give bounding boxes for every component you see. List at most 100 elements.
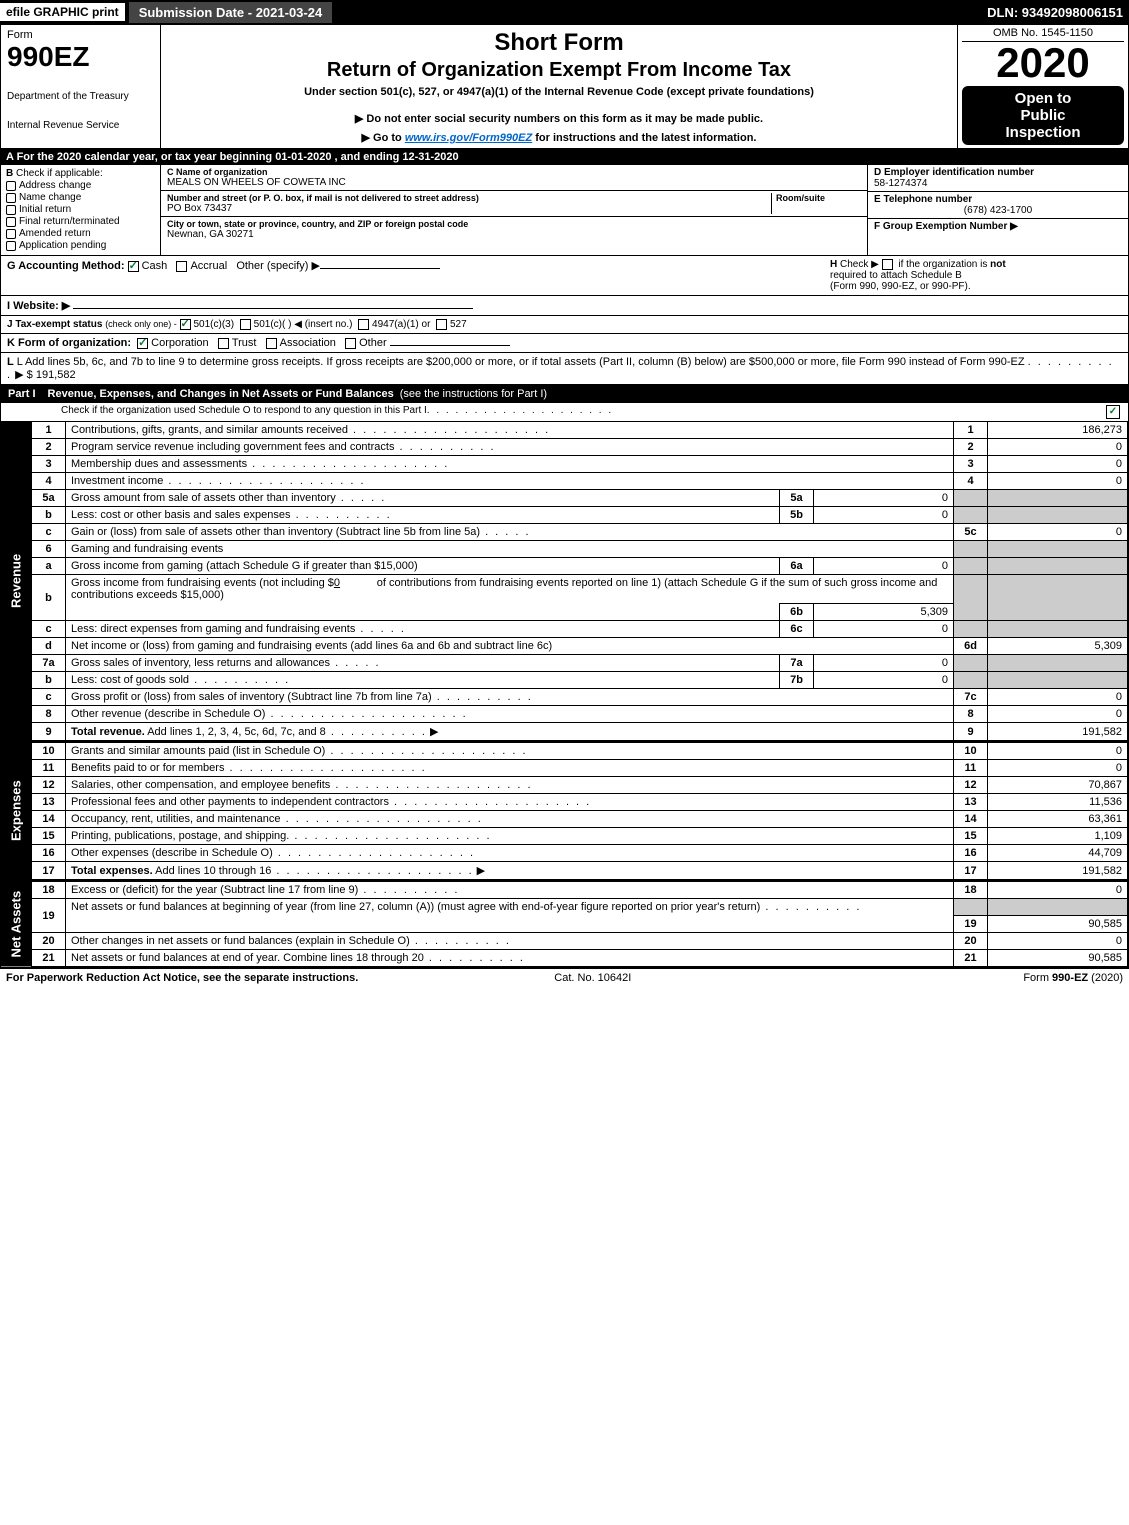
chk-final-return[interactable] bbox=[6, 217, 16, 227]
form-label: Form bbox=[7, 29, 154, 41]
header-left: Form 990EZ Department of the Treasury In… bbox=[1, 25, 161, 148]
part-1-sub: (see the instructions for Part I) bbox=[400, 388, 547, 400]
c-name-label: C Name of organization bbox=[167, 167, 861, 177]
lbl-527: 527 bbox=[450, 319, 467, 330]
i-label: I Website: ▶ bbox=[7, 300, 70, 312]
lbl-application-pending: Application pending bbox=[19, 240, 106, 251]
goto-pre: ▶ Go to bbox=[362, 132, 405, 144]
h-not: not bbox=[990, 259, 1006, 270]
lbl-association: Association bbox=[280, 337, 336, 349]
goto-line: ▶ Go to www.irs.gov/Form990EZ for instru… bbox=[169, 131, 949, 144]
chk-name-change[interactable] bbox=[6, 193, 16, 203]
b-label: B bbox=[6, 168, 13, 179]
chk-501c[interactable] bbox=[240, 319, 251, 330]
chk-amended[interactable] bbox=[6, 229, 16, 239]
table-row: 9Total revenue. Add lines 1, 2, 3, 4, 5c… bbox=[32, 723, 1128, 741]
org-address: PO Box 73437 bbox=[167, 203, 771, 214]
l-text: L Add lines 5b, 6c, and 7b to line 9 to … bbox=[17, 356, 1025, 368]
dln: DLN: 93492098006151 bbox=[987, 5, 1129, 20]
chk-association[interactable] bbox=[266, 338, 277, 349]
table-row: 17Total expenses. Add lines 10 through 1… bbox=[32, 862, 1128, 880]
chk-accrual[interactable] bbox=[176, 261, 187, 272]
open-to-public: Open to Public Inspection bbox=[962, 86, 1124, 145]
chk-trust[interactable] bbox=[218, 338, 229, 349]
l12-desc: Salaries, other compensation, and employ… bbox=[71, 779, 330, 791]
form-header: Form 990EZ Department of the Treasury In… bbox=[0, 24, 1129, 149]
l7b-desc: Less: cost of goods sold bbox=[71, 674, 189, 686]
l21-desc: Net assets or fund balances at end of ye… bbox=[71, 952, 424, 964]
line-h: H Check ▶ if the organization is not req… bbox=[822, 259, 1122, 292]
chk-4947[interactable] bbox=[358, 319, 369, 330]
table-row: 20Other changes in net assets or fund ba… bbox=[32, 932, 1128, 949]
table-row: 8Other revenue (describe in Schedule O)8… bbox=[32, 706, 1128, 723]
page-footer: For Paperwork Reduction Act Notice, see … bbox=[0, 968, 1129, 987]
chk-schedule-b[interactable] bbox=[882, 259, 893, 270]
chk-application-pending[interactable] bbox=[6, 241, 16, 251]
table-row: 10Grants and similar amounts paid (list … bbox=[32, 743, 1128, 760]
row-g-h: G Accounting Method: Cash Accrual Other … bbox=[0, 256, 1129, 296]
form-number: 990EZ bbox=[7, 41, 154, 73]
lbl-initial-return: Initial return bbox=[19, 204, 71, 215]
chk-address-change[interactable] bbox=[6, 181, 16, 191]
chk-initial-return[interactable] bbox=[6, 205, 16, 215]
l4-amt: 0 bbox=[988, 473, 1128, 490]
l4-desc: Investment income bbox=[71, 475, 163, 487]
chk-527[interactable] bbox=[436, 319, 447, 330]
l19-desc: Net assets or fund balances at beginning… bbox=[71, 901, 760, 913]
l1-desc: Contributions, gifts, grants, and simila… bbox=[71, 424, 348, 436]
l6-desc: Gaming and fundraising events bbox=[71, 543, 223, 555]
chk-cash[interactable] bbox=[128, 261, 139, 272]
g-label: G Accounting Method: bbox=[7, 260, 125, 272]
efile-label[interactable]: efile GRAPHIC print bbox=[0, 3, 125, 21]
other-specify-input[interactable] bbox=[320, 268, 440, 269]
l14-desc: Occupancy, rent, utilities, and maintena… bbox=[71, 813, 281, 825]
col-b: B Check if applicable: Address change Na… bbox=[1, 165, 161, 255]
l11-desc: Benefits paid to or for members bbox=[71, 762, 224, 774]
col-d: D Employer identification number 58-1274… bbox=[868, 165, 1128, 255]
l18-amt: 0 bbox=[988, 882, 1128, 899]
chk-schedule-o[interactable] bbox=[1106, 405, 1120, 419]
l6b-desc1: Gross income from fundraising events (no… bbox=[71, 577, 334, 589]
l10-desc: Grants and similar amounts paid (list in… bbox=[71, 745, 325, 757]
l7a-val: 0 bbox=[814, 655, 954, 672]
l9-desc: Total revenue. bbox=[71, 726, 145, 738]
table-row: 1990,585 bbox=[32, 915, 1128, 932]
e-phone-label: E Telephone number bbox=[874, 194, 1122, 205]
l2-desc: Program service revenue including govern… bbox=[71, 441, 394, 453]
table-row: dNet income or (loss) from gaming and fu… bbox=[32, 638, 1128, 655]
chk-corporation[interactable] bbox=[137, 338, 148, 349]
l11-amt: 0 bbox=[988, 760, 1128, 777]
l6b-contrib-amt: 0 bbox=[334, 577, 340, 589]
header-mid: Short Form Return of Organization Exempt… bbox=[161, 25, 958, 148]
k-label: K Form of organization: bbox=[7, 337, 131, 349]
chk-other-org[interactable] bbox=[345, 338, 356, 349]
lbl-final-return: Final return/terminated bbox=[19, 216, 120, 227]
irs-link[interactable]: www.irs.gov/Form990EZ bbox=[405, 132, 532, 144]
l17-desc: Total expenses. bbox=[71, 865, 153, 877]
l10-amt: 0 bbox=[988, 743, 1128, 760]
h-txt4: (Form 990, 990-EZ, or 990-PF). bbox=[830, 281, 971, 292]
schedule-o-check-text: Check if the organization used Schedule … bbox=[61, 405, 427, 419]
website-input[interactable] bbox=[73, 308, 473, 309]
table-row: 19Net assets or fund balances at beginni… bbox=[32, 899, 1128, 916]
net-assets-table: 18Excess or (deficit) for the year (Subt… bbox=[31, 881, 1128, 967]
l20-desc: Other changes in net assets or fund bala… bbox=[71, 935, 410, 947]
l16-amt: 44,709 bbox=[988, 845, 1128, 862]
open-line1: Open to bbox=[964, 90, 1122, 107]
revenue-table: 1Contributions, gifts, grants, and simil… bbox=[31, 421, 1128, 741]
l9-amt: 191,582 bbox=[988, 723, 1128, 741]
l3-amt: 0 bbox=[988, 456, 1128, 473]
table-row: 18Excess or (deficit) for the year (Subt… bbox=[32, 882, 1128, 899]
h-check-text: Check ▶ bbox=[840, 259, 879, 270]
chk-501c3[interactable] bbox=[180, 319, 191, 330]
table-row: cLess: direct expenses from gaming and f… bbox=[32, 621, 1128, 638]
l7c-amt: 0 bbox=[988, 689, 1128, 706]
info-grid: B Check if applicable: Address change Na… bbox=[0, 165, 1129, 256]
l6d-desc: Net income or (loss) from gaming and fun… bbox=[71, 640, 552, 652]
expenses-label: Expenses bbox=[1, 742, 31, 880]
table-row: 2Program service revenue including gover… bbox=[32, 439, 1128, 456]
other-org-input[interactable] bbox=[390, 345, 510, 346]
lbl-501c: 501(c)( ) bbox=[254, 319, 292, 330]
line-l: L L Add lines 5b, 6c, and 7b to line 9 t… bbox=[0, 353, 1129, 385]
l19-amt: 90,585 bbox=[988, 915, 1128, 932]
